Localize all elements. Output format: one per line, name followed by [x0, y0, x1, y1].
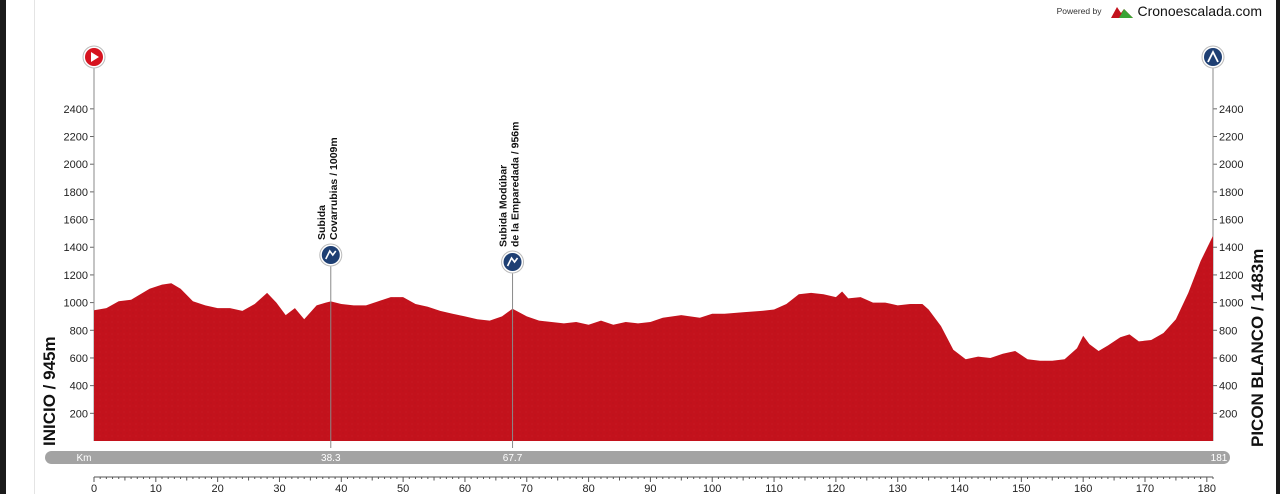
km-axis-layer: Km 38.3 67.7 181 0 10 20 30 40 50 60 70 80 90 100 110 12…	[45, 451, 1230, 494]
elevation-profile-texture	[94, 235, 1213, 441]
left-frame-edge	[0, 0, 6, 494]
y-tick-label: 400	[1219, 381, 1237, 393]
x-tick-label: 130	[889, 483, 907, 494]
y-tick-label: 2000	[64, 159, 88, 171]
km-bar-climb-value: 67.7	[503, 453, 523, 464]
km-bar-climb-value: 38.3	[321, 453, 341, 464]
y-tick-label: 2400	[64, 104, 88, 116]
climb-label-group: Subida Covarrubias / 1009m	[316, 137, 340, 240]
y-tick-label: 1800	[1219, 187, 1243, 199]
play-arrow-icon	[91, 52, 99, 62]
x-tick-label: 180	[1198, 483, 1216, 494]
y-tick-label: 2400	[1219, 104, 1243, 116]
climb-label-line2: de la Emparedada / 956m	[510, 122, 522, 247]
powered-by-text: Powered by	[1056, 6, 1102, 16]
x-tick-label: 110	[765, 483, 783, 494]
y-tick-label: 1400	[64, 242, 88, 254]
x-tick-label: 20	[212, 483, 224, 494]
y-tick-label: 1000	[64, 298, 88, 310]
y-tick-label: 2000	[1219, 159, 1243, 171]
climb-label-line2: Covarrubias / 1009m	[328, 137, 340, 240]
climb-category-icon	[503, 253, 522, 271]
start-label: INICIO / 945m	[40, 336, 59, 446]
km-bar	[45, 451, 1230, 464]
x-tick-label: 60	[459, 483, 471, 494]
x-tick-label: 50	[397, 483, 409, 494]
climb-mountain-icon	[506, 256, 519, 267]
y-tick-label: 2200	[64, 132, 88, 144]
y-tick-label: 1000	[1219, 298, 1243, 310]
y-tick-label: 600	[1219, 353, 1237, 365]
climb-category-icon	[321, 246, 340, 264]
x-tick-label: 30	[273, 483, 285, 494]
y-tick-label: 1400	[1219, 242, 1243, 254]
y-tick-label: 1200	[64, 270, 88, 282]
y-tick-label: 200	[1219, 408, 1237, 420]
finish-mountain-icon	[1207, 49, 1219, 63]
climb-label-line1: Subida	[316, 205, 328, 240]
y-tick-label: 1600	[64, 215, 88, 227]
y-tick-label: 2200	[1219, 132, 1243, 144]
x-tick-label: 140	[950, 483, 968, 494]
x-tick-label: 0	[91, 483, 97, 494]
x-tick-label: 160	[1074, 483, 1092, 494]
y-tick-label: 1600	[1219, 215, 1243, 227]
x-tick-label: 40	[335, 483, 347, 494]
climb-label-group: Subida Modúbar de la Emparedada / 956m	[498, 122, 522, 247]
brand-header[interactable]: Powered by Cronoescalada.com	[1057, 3, 1262, 19]
brand-name: Cronoescalada.com	[1137, 3, 1262, 19]
km-bar-finish-value: 181	[1211, 453, 1228, 464]
km-bar-label: Km	[77, 453, 92, 464]
x-tick-label: 150	[1012, 483, 1030, 494]
axis-layer: 200 200 400 400 600 600 800 800 1000 1000 1200 1200…	[64, 100, 1243, 441]
finish-label: PICON BLANCO / 1483m	[1248, 248, 1267, 447]
y-tick-label: 1800	[64, 187, 88, 199]
y-tick-label: 400	[70, 381, 88, 393]
y-tick-label: 1200	[1219, 270, 1243, 282]
x-tick-label: 10	[150, 483, 162, 494]
x-tick-label: 100	[703, 483, 721, 494]
y-tick-label: 200	[70, 408, 88, 420]
y-tick-label: 600	[70, 353, 88, 365]
left-frame-line	[34, 0, 35, 494]
x-tick-label: 80	[582, 483, 594, 494]
x-tick-label: 70	[521, 483, 533, 494]
x-tick-label: 170	[1136, 483, 1154, 494]
climb-mountain-icon	[325, 249, 337, 260]
y-tick-label: 800	[70, 325, 88, 337]
mountain-logo-icon	[1111, 7, 1134, 18]
x-tick-label: 90	[644, 483, 656, 494]
climb-label-line1: Subida Modúbar	[498, 165, 510, 247]
right-frame-edge	[1276, 0, 1280, 494]
x-tick-label: 120	[827, 483, 845, 494]
y-tick-label: 800	[1219, 325, 1237, 337]
markers-layer: Subida Covarrubias / 1009m Subida Modúbar d…	[82, 45, 1225, 448]
